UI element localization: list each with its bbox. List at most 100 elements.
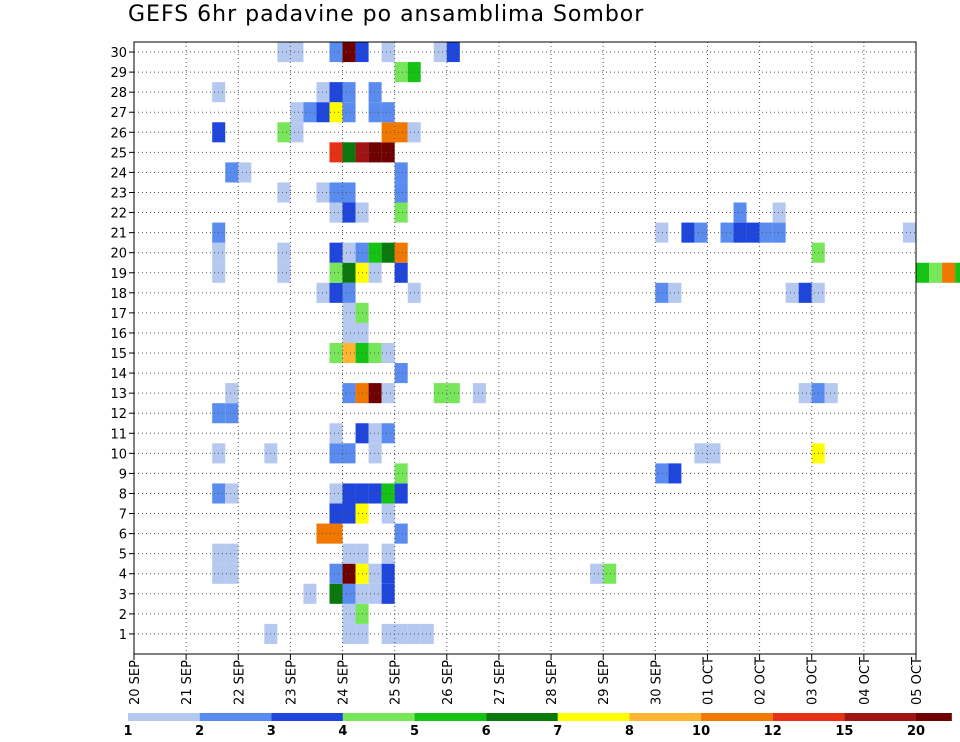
heatmap-cell xyxy=(394,182,408,203)
heatmap-cell xyxy=(329,182,343,203)
heatmap-cell xyxy=(381,423,395,444)
heatmap-cell xyxy=(277,182,291,203)
heatmap-cell xyxy=(342,182,356,203)
heatmap-cell xyxy=(381,142,395,163)
heatmap-cell xyxy=(368,242,382,263)
heatmap-cell xyxy=(368,443,382,464)
legend-label: 8 xyxy=(625,724,634,739)
heatmap-cell xyxy=(394,162,408,183)
heatmap-cell xyxy=(655,282,669,303)
heatmap-cell xyxy=(955,262,960,283)
y-tick-label: 4 xyxy=(119,568,127,583)
heatmap-cell xyxy=(277,122,291,143)
heatmap-cell xyxy=(368,102,382,123)
heatmap-cell xyxy=(342,102,356,123)
heatmap-cell xyxy=(342,42,356,63)
legend-label: 5 xyxy=(410,724,419,739)
x-tick-label: 24 SEP xyxy=(337,660,352,705)
heatmap-cell xyxy=(329,102,343,123)
heatmap-cell xyxy=(342,322,356,343)
x-tick-label: 29 SEP xyxy=(597,660,612,705)
legend-label: 4 xyxy=(338,724,347,739)
heatmap-cell xyxy=(342,503,356,524)
heatmap-cell xyxy=(225,563,239,584)
heatmap-cell xyxy=(381,543,395,564)
heatmap-cell xyxy=(342,623,356,644)
heatmap-cell xyxy=(342,483,356,504)
heatmap-cell xyxy=(720,222,734,243)
heatmap-cell xyxy=(381,563,395,584)
legend-swatch xyxy=(199,713,272,721)
heatmap-cell xyxy=(446,42,460,63)
heatmap-cell xyxy=(707,443,721,464)
heatmap-cell xyxy=(342,142,356,163)
y-tick-label: 18 xyxy=(110,287,127,302)
y-tick-label: 11 xyxy=(110,427,127,442)
legend-swatch xyxy=(557,713,630,721)
heatmap-cell xyxy=(381,242,395,263)
heatmap-cell xyxy=(733,222,747,243)
heatmap-cell xyxy=(342,82,356,103)
y-tick-label: 25 xyxy=(110,146,127,161)
heatmap-cell xyxy=(694,443,708,464)
heatmap-cell xyxy=(929,262,943,283)
heatmap-cell xyxy=(785,282,799,303)
heatmap-cell xyxy=(368,383,382,404)
y-tick-label: 6 xyxy=(119,528,127,543)
heatmap-cell xyxy=(916,262,930,283)
heatmap-cell xyxy=(394,523,408,544)
heatmap-cell xyxy=(368,483,382,504)
heatmap-cell xyxy=(342,302,356,323)
heatmap-cell xyxy=(394,623,408,644)
heatmap-cell xyxy=(225,403,239,424)
heatmap-cell xyxy=(277,262,291,283)
y-tick-label: 15 xyxy=(110,347,127,362)
heatmap-cell xyxy=(394,242,408,263)
legend-label: 10 xyxy=(692,724,710,739)
y-tick-label: 16 xyxy=(110,327,127,342)
legend-swatch xyxy=(271,713,343,721)
heatmap-cell xyxy=(329,503,343,524)
heatmap-cell xyxy=(655,222,669,243)
legend-label: 6 xyxy=(482,724,491,739)
y-axis: 1234567891011121314151617181920212223242… xyxy=(110,46,134,643)
heatmap-cell xyxy=(303,102,317,123)
heatmap-cell xyxy=(694,222,708,243)
heatmap-cell xyxy=(446,383,460,404)
heatmap-cell xyxy=(420,623,434,644)
heatmap-cell xyxy=(329,583,343,604)
heatmap-cell xyxy=(342,383,356,404)
y-tick-label: 29 xyxy=(110,66,127,81)
legend-label: 20 xyxy=(907,724,925,739)
heatmap-cell xyxy=(798,383,812,404)
heatmap-cell xyxy=(368,563,382,584)
legend-swatch xyxy=(486,713,558,721)
heatmap-cell xyxy=(329,82,343,103)
legend-swatch xyxy=(772,713,845,721)
heatmap-cell xyxy=(772,222,786,243)
y-tick-label: 3 xyxy=(119,588,127,603)
heatmap-cell xyxy=(772,202,786,223)
heatmap-cell xyxy=(342,282,356,303)
y-tick-label: 23 xyxy=(110,186,127,201)
legend-swatch xyxy=(701,713,773,721)
heatmap-cell xyxy=(381,342,395,364)
y-tick-label: 19 xyxy=(110,267,127,282)
y-tick-label: 24 xyxy=(110,166,127,181)
y-tick-label: 27 xyxy=(110,106,127,121)
y-tick-label: 14 xyxy=(110,367,127,382)
legend-label: 15 xyxy=(835,724,853,739)
heatmap-cell xyxy=(381,42,395,63)
y-tick-label: 20 xyxy=(110,247,127,262)
y-tick-label: 10 xyxy=(110,447,127,462)
x-tick-label: 20 SEP xyxy=(128,660,143,705)
y-tick-label: 30 xyxy=(110,46,127,61)
y-tick-label: 5 xyxy=(119,548,127,563)
heatmap-cell xyxy=(329,523,343,544)
legend-swatch xyxy=(629,713,702,721)
heatmap-cell xyxy=(329,142,343,163)
heatmap-cell xyxy=(381,623,395,644)
heatmap-cell xyxy=(381,102,395,123)
heatmap-cell xyxy=(381,383,395,404)
legend-label: 1 xyxy=(123,724,132,739)
